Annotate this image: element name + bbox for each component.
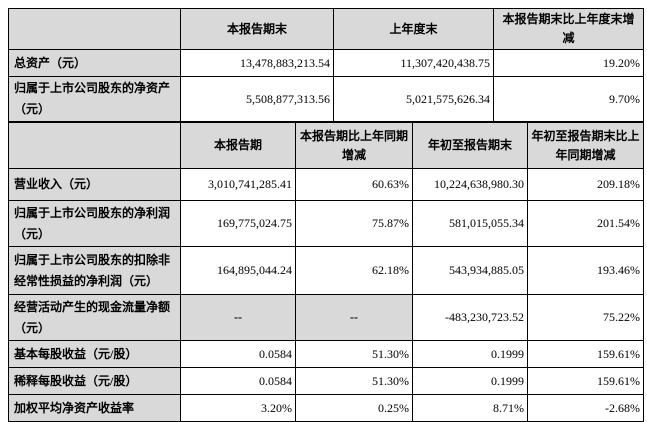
- column-header-period-yoy-change: 本报告期比上年同期增减: [295, 122, 413, 169]
- cell-value-not-applicable: --: [295, 294, 413, 341]
- table-period-results: 本报告期 本报告期比上年同期增减 年初至报告期末 年初至报告期末比上年同期增减 …: [8, 122, 644, 422]
- cell-value: 51.30%: [295, 367, 413, 395]
- cell-value: 201.54%: [527, 200, 644, 247]
- cell-value: 0.1999: [412, 340, 528, 368]
- cell-value: 209.18%: [527, 168, 644, 201]
- cell-value: 75.22%: [527, 294, 644, 341]
- cell-value: 543,934,885.05: [412, 246, 528, 295]
- cell-value: -483,230,723.52: [412, 294, 528, 341]
- cell-value: 159.61%: [527, 367, 644, 395]
- cell-value: 3,010,741,285.41: [180, 168, 296, 201]
- cell-value: 62.18%: [295, 246, 413, 295]
- cell-value: 159.61%: [527, 340, 644, 368]
- cell-value: 169,775,024.75: [180, 200, 296, 247]
- table-row-operating-cash-flow: 经营活动产生的现金流量净额（元） -- -- -483,230,723.52 7…: [8, 294, 644, 341]
- table-row-net-assets: 归属于上市公司股东的净资产（元） 5,508,877,313.56 5,021,…: [8, 76, 644, 122]
- row-label: 归属于上市公司股东的净资产（元）: [8, 76, 181, 122]
- column-header-ytd-yoy-change: 年初至报告期末比上年同期增减: [527, 122, 644, 169]
- cell-value: 0.0584: [180, 340, 296, 368]
- table-row-net-profit: 归属于上市公司股东的净利润（元） 169,775,024.75 75.87% 5…: [8, 200, 644, 247]
- column-header-prior-year-end: 上年度末: [333, 8, 494, 50]
- cell-value: 581,015,055.34: [412, 200, 528, 247]
- row-label: 加权平均净资产收益率: [8, 394, 181, 422]
- table-period-end-balances: 本报告期末 上年度末 本报告期末比上年度末增减 总资产（元） 13,478,88…: [8, 8, 644, 122]
- cell-value: 193.46%: [527, 246, 644, 295]
- row-label: 营业收入（元）: [8, 168, 181, 201]
- table-header-row: 本报告期 本报告期比上年同期增减 年初至报告期末 年初至报告期末比上年同期增减: [8, 122, 644, 169]
- table-row-net-profit-excl-nonrecurring: 归属于上市公司股东的扣除非经常性损益的净利润（元） 164,895,044.24…: [8, 246, 644, 295]
- cell-value: 9.70%: [493, 76, 644, 122]
- cell-value: 60.63%: [295, 168, 413, 201]
- cell-value: 11,307,420,438.75: [333, 49, 494, 77]
- cell-value: 5,508,877,313.56: [180, 76, 334, 122]
- table-row-total-assets: 总资产（元） 13,478,883,213.54 11,307,420,438.…: [8, 49, 644, 77]
- cell-value: 10,224,638,980.30: [412, 168, 528, 201]
- cell-value-not-applicable: --: [180, 294, 296, 341]
- cell-value: 51.30%: [295, 340, 413, 368]
- table-header-row: 本报告期末 上年度末 本报告期末比上年度末增减: [8, 8, 644, 50]
- column-header-report-period-end: 本报告期末: [180, 8, 334, 50]
- column-header-change-vs-prior-year-end: 本报告期末比上年度末增减: [493, 8, 644, 50]
- cell-value: 0.1999: [412, 367, 528, 395]
- row-label: 经营活动产生的现金流量净额（元）: [8, 294, 181, 341]
- row-label: 归属于上市公司股东的净利润（元）: [8, 200, 181, 247]
- row-label: 归属于上市公司股东的扣除非经常性损益的净利润（元）: [8, 246, 181, 295]
- row-label: 基本每股收益（元/股）: [8, 340, 181, 368]
- corner-cell: [8, 122, 181, 169]
- cell-value: 3.20%: [180, 394, 296, 422]
- cell-value: 13,478,883,213.54: [180, 49, 334, 77]
- row-label: 总资产（元）: [8, 49, 181, 77]
- corner-cell: [8, 8, 181, 50]
- table-row-basic-eps: 基本每股收益（元/股） 0.0584 51.30% 0.1999 159.61%: [8, 340, 644, 368]
- table-row-weighted-avg-roe: 加权平均净资产收益率 3.20% 0.25% 8.71% -2.68%: [8, 394, 644, 422]
- column-header-current-period: 本报告期: [180, 122, 296, 169]
- cell-value: -2.68%: [527, 394, 644, 422]
- table-row-operating-revenue: 营业收入（元） 3,010,741,285.41 60.63% 10,224,6…: [8, 168, 644, 201]
- cell-value: 5,021,575,626.34: [333, 76, 494, 122]
- cell-value: 75.87%: [295, 200, 413, 247]
- table-row-diluted-eps: 稀释每股收益（元/股） 0.0584 51.30% 0.1999 159.61%: [8, 367, 644, 395]
- cell-value: 0.25%: [295, 394, 413, 422]
- financial-summary-table: 本报告期末 上年度末 本报告期末比上年度末增减 总资产（元） 13,478,88…: [8, 8, 644, 422]
- cell-value: 19.20%: [493, 49, 644, 77]
- cell-value: 8.71%: [412, 394, 528, 422]
- row-label: 稀释每股收益（元/股）: [8, 367, 181, 395]
- cell-value: 164,895,044.24: [180, 246, 296, 295]
- cell-value: 0.0584: [180, 367, 296, 395]
- column-header-year-to-date: 年初至报告期末: [412, 122, 528, 169]
